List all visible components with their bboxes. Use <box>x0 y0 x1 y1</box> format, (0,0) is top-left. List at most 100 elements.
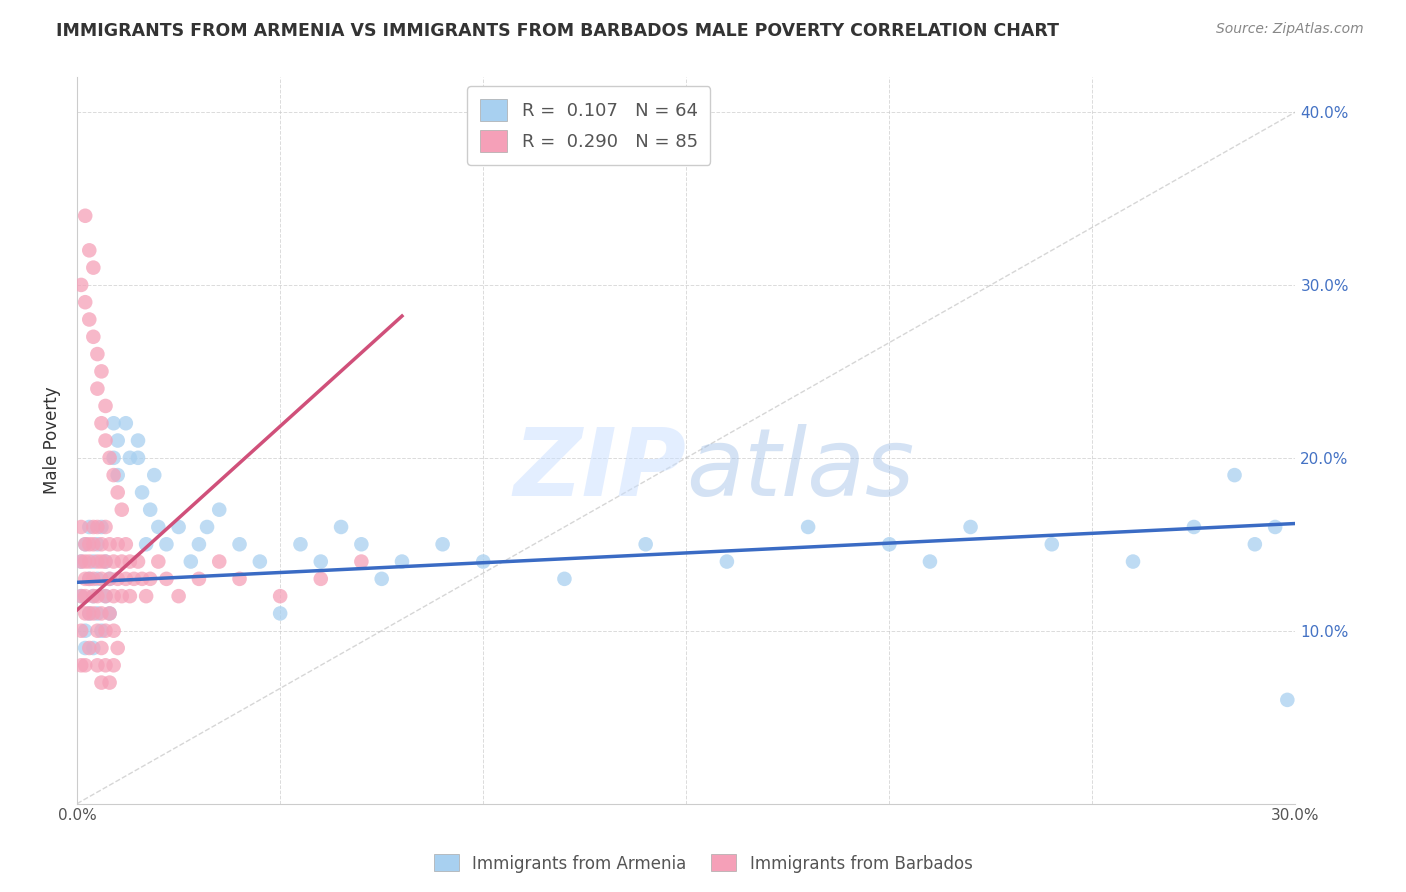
Point <box>118 450 141 465</box>
Point <box>75 572 97 586</box>
Point <box>70 277 93 292</box>
Point <box>94 555 117 569</box>
Point <box>70 624 93 638</box>
Point <box>370 572 392 586</box>
Point <box>77 244 100 258</box>
Point <box>114 572 136 586</box>
Point <box>350 555 373 569</box>
Legend: R =  0.107   N = 64, R =  0.290   N = 85: R = 0.107 N = 64, R = 0.290 N = 85 <box>467 87 710 165</box>
Point <box>98 572 121 586</box>
Point <box>82 589 104 603</box>
Point <box>553 572 575 586</box>
Point <box>86 537 108 551</box>
Point <box>98 572 121 586</box>
Point <box>918 555 941 569</box>
Point <box>98 537 121 551</box>
Point <box>90 537 112 551</box>
Point <box>70 589 93 603</box>
Point <box>107 485 129 500</box>
Point <box>94 589 117 603</box>
Point <box>98 450 121 465</box>
Point <box>1223 468 1246 483</box>
Point <box>330 520 353 534</box>
Point <box>187 537 209 551</box>
Point <box>879 537 901 551</box>
Point <box>269 607 291 621</box>
Point <box>94 658 117 673</box>
Point <box>70 658 93 673</box>
Point <box>94 624 117 638</box>
Text: Source: ZipAtlas.com: Source: ZipAtlas.com <box>1216 22 1364 37</box>
Point <box>86 347 108 361</box>
Point <box>86 624 108 638</box>
Point <box>432 537 454 551</box>
Point <box>1182 520 1205 534</box>
Point <box>127 434 149 448</box>
Point <box>195 520 218 534</box>
Point <box>77 572 100 586</box>
Point <box>127 555 149 569</box>
Point <box>103 468 125 483</box>
Point <box>114 416 136 430</box>
Point <box>107 537 129 551</box>
Point <box>208 555 231 569</box>
Point <box>82 520 104 534</box>
Point <box>118 555 141 569</box>
Point <box>249 555 271 569</box>
Point <box>90 624 112 638</box>
Point <box>77 572 100 586</box>
Point <box>90 607 112 621</box>
Point <box>143 468 166 483</box>
Point <box>1277 693 1299 707</box>
Point <box>269 589 291 603</box>
Point <box>391 555 413 569</box>
Point <box>86 555 108 569</box>
Point <box>75 209 97 223</box>
Point <box>86 607 108 621</box>
Point <box>187 572 209 586</box>
Point <box>75 555 97 569</box>
Point <box>98 607 121 621</box>
Point <box>77 537 100 551</box>
Point <box>90 640 112 655</box>
Point <box>90 364 112 378</box>
Point <box>139 502 162 516</box>
Point <box>75 589 97 603</box>
Point <box>155 537 177 551</box>
Point <box>1122 555 1144 569</box>
Point <box>107 468 129 483</box>
Point <box>77 312 100 326</box>
Point <box>1264 520 1286 534</box>
Point <box>90 416 112 430</box>
Point <box>122 572 145 586</box>
Point <box>94 434 117 448</box>
Point <box>77 607 100 621</box>
Text: atlas: atlas <box>686 424 914 515</box>
Point <box>94 399 117 413</box>
Point <box>86 382 108 396</box>
Point <box>94 589 117 603</box>
Point <box>86 589 108 603</box>
Point <box>86 520 108 534</box>
Legend: Immigrants from Armenia, Immigrants from Barbados: Immigrants from Armenia, Immigrants from… <box>427 847 979 880</box>
Point <box>131 485 153 500</box>
Point <box>1040 537 1063 551</box>
Point <box>77 640 100 655</box>
Point <box>634 537 657 551</box>
Point <box>86 658 108 673</box>
Point <box>103 589 125 603</box>
Point <box>107 434 129 448</box>
Point <box>82 572 104 586</box>
Point <box>139 572 162 586</box>
Point <box>155 572 177 586</box>
Point <box>75 537 97 551</box>
Y-axis label: Male Poverty: Male Poverty <box>44 387 60 494</box>
Point <box>148 555 170 569</box>
Point <box>118 589 141 603</box>
Point <box>86 572 108 586</box>
Point <box>111 589 134 603</box>
Point <box>82 607 104 621</box>
Point <box>208 502 231 516</box>
Point <box>90 572 112 586</box>
Point <box>114 537 136 551</box>
